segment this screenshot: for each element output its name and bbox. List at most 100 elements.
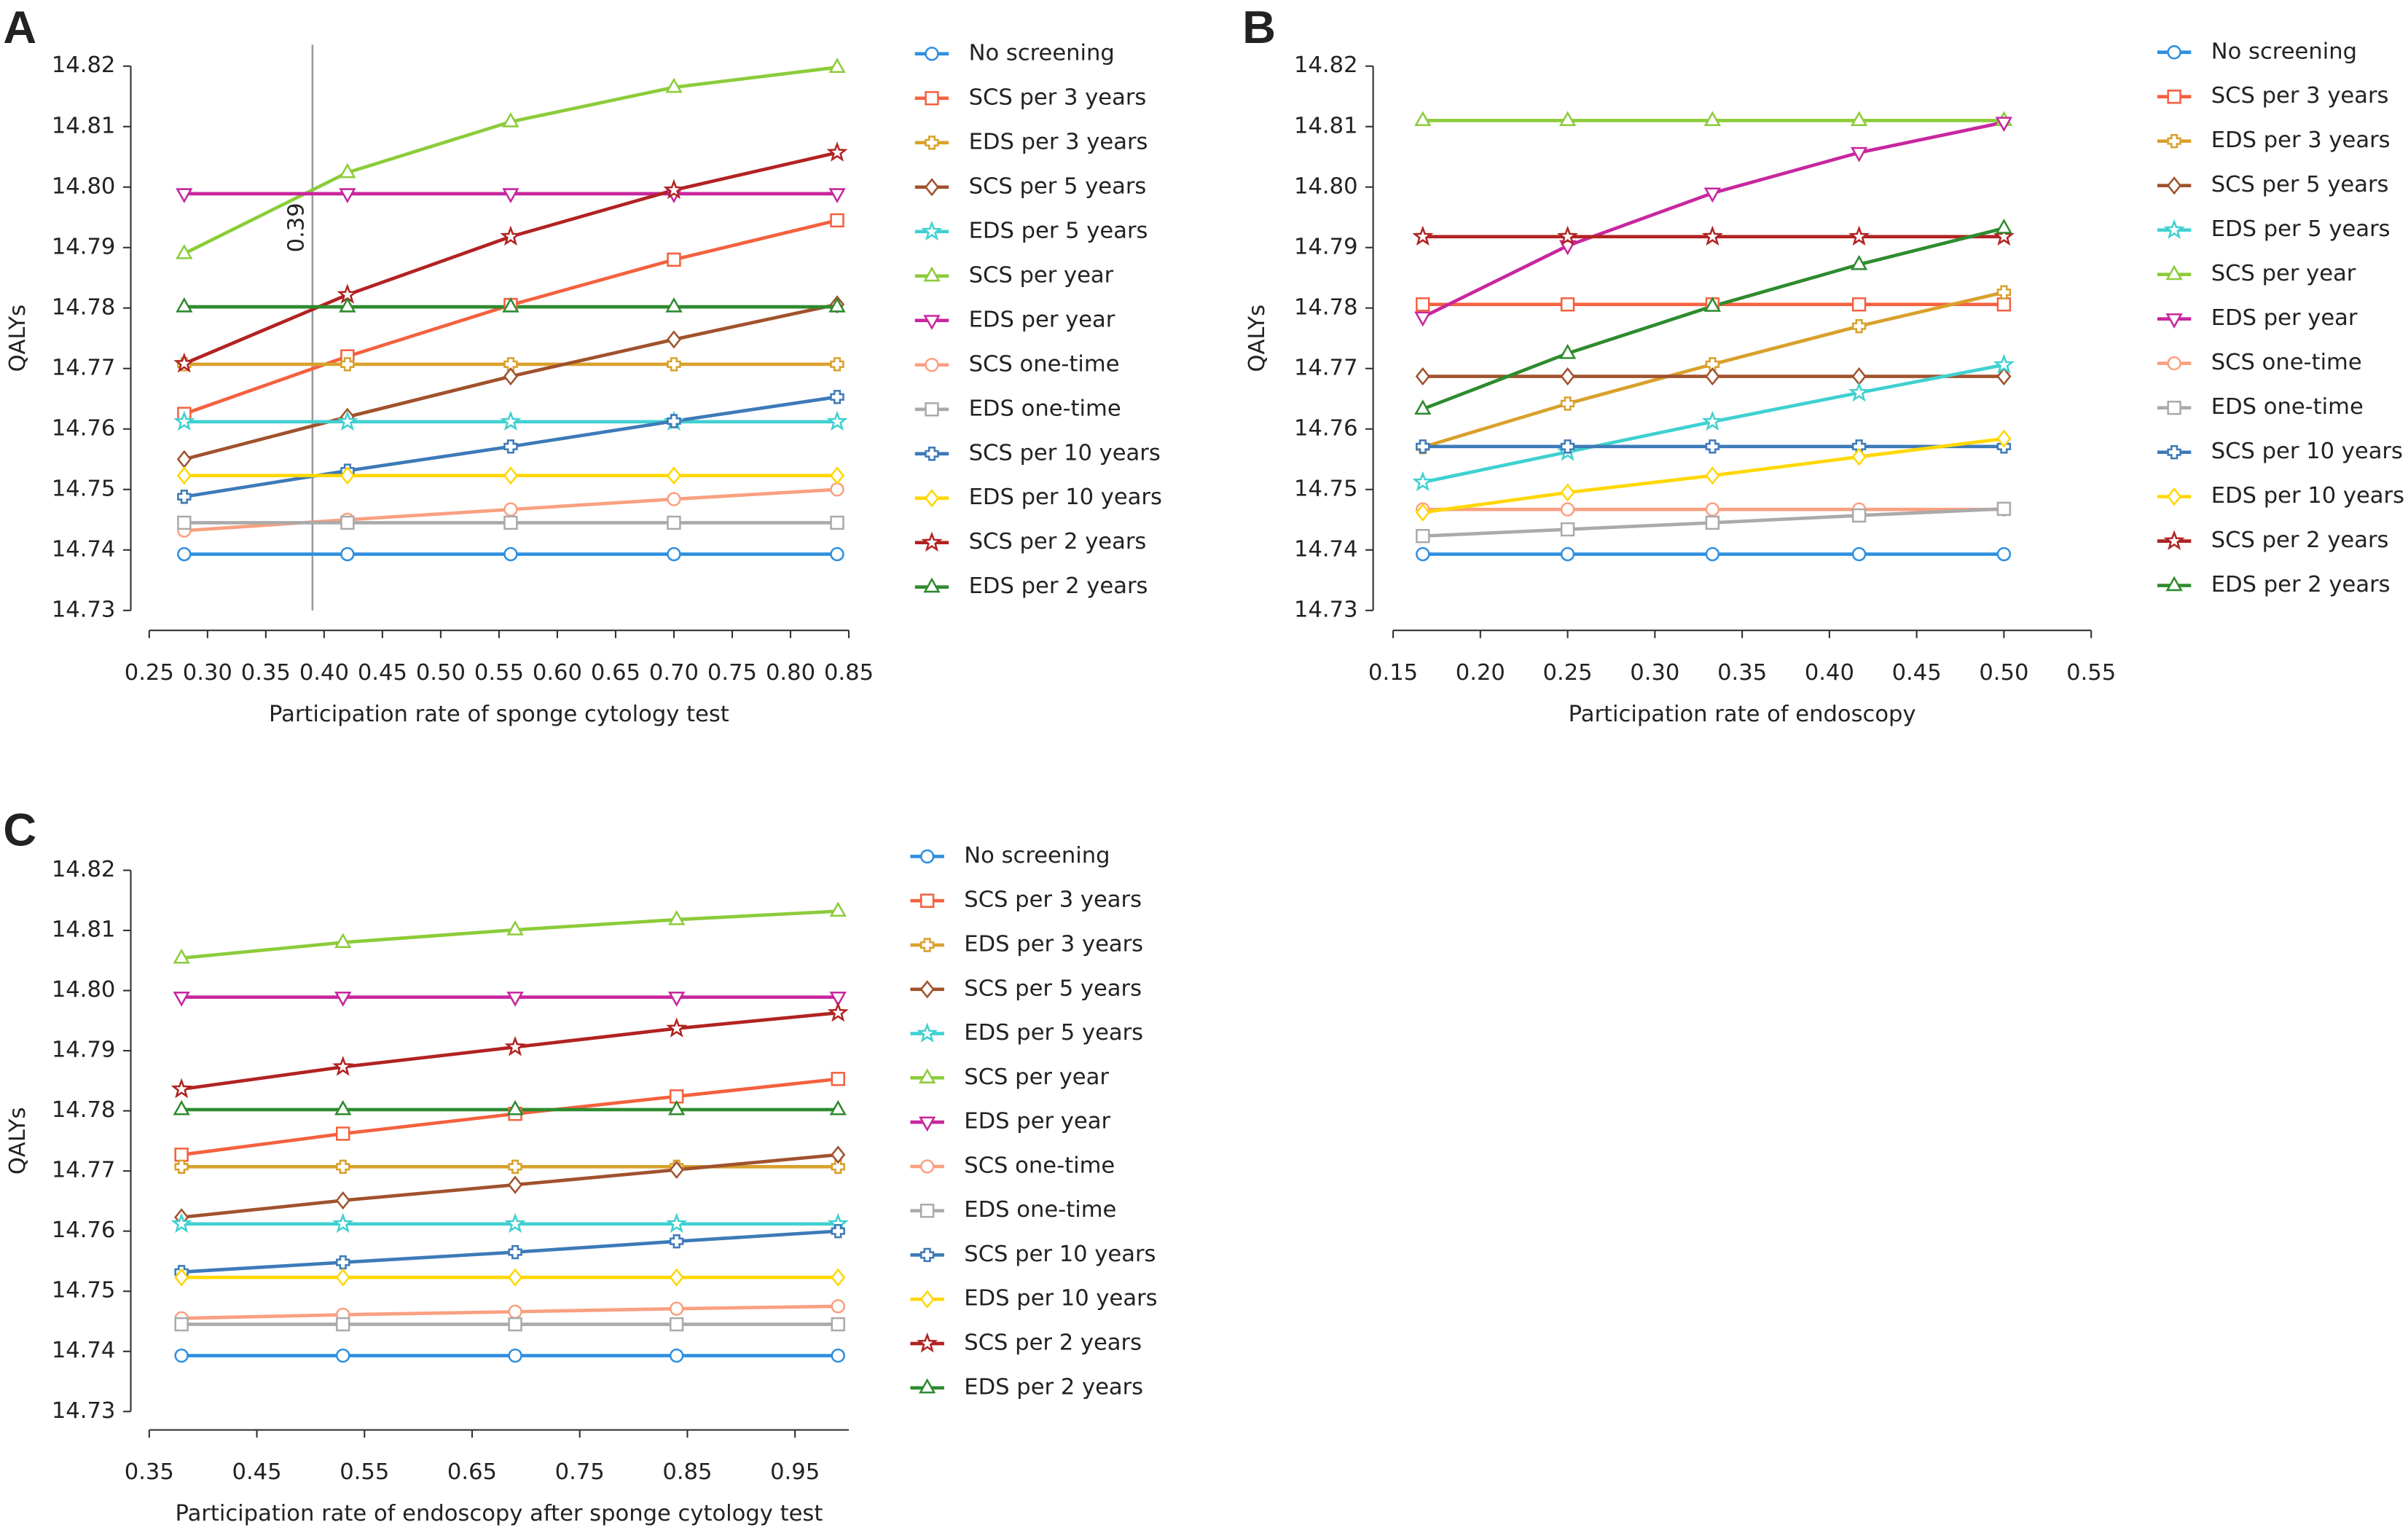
point-marker [1414,311,1432,327]
x-tick-label: 0.35 [1717,660,1767,686]
x-tick-label: 0.70 [649,660,699,686]
point-marker [1560,502,1575,517]
point-marker [500,225,522,246]
legend-marker [923,266,941,282]
legend-label: EDS per 3 years [969,129,1148,154]
legend-label: SCS per 3 years [964,887,1142,913]
x-tick-label: 0.75 [707,660,757,686]
point-marker [502,188,519,204]
point-marker [669,1160,684,1180]
point-marker [1850,254,1868,270]
point-marker [1560,366,1575,386]
point-marker [1414,111,1432,127]
point-marker [1996,297,2012,312]
legend-label: EDS one-time [969,396,1121,421]
point-marker [332,1212,354,1234]
point-marker [340,515,355,530]
point-marker [828,58,846,74]
x-tick-label: 0.45 [1892,660,1942,686]
x-tick-label: 0.75 [555,1459,605,1485]
point-marker [831,1159,845,1175]
y-tick-label: 14.77 [52,355,116,380]
point-marker [827,1001,849,1022]
x-axis-label: Participation rate of sponge cytology te… [269,702,729,727]
point-marker [506,920,524,936]
y-axis-label: QALYs [5,305,31,372]
point-marker [1993,225,2015,246]
x-tick-label: 0.95 [770,1459,820,1485]
point-marker [831,1268,846,1287]
point-marker [504,1212,526,1234]
legend-marker [919,1247,935,1263]
point-marker [502,111,519,128]
legend-label: SCS per 2 years [2211,528,2389,553]
point-marker [335,1191,350,1210]
legend-marker [2163,530,2185,550]
y-tick-label: 14.73 [52,597,116,622]
legend-marker [919,1159,935,1174]
point-marker [336,1348,350,1363]
point-marker [339,188,356,204]
y-tick-label: 14.79 [52,234,116,259]
point-marker [340,357,355,372]
point-marker [503,546,518,562]
legend-label: No screening [2211,39,2357,64]
point-marker [667,357,681,372]
point-marker [1705,357,1720,372]
x-tick-label: 0.65 [591,660,640,686]
legend-marker [2167,90,2181,104]
point-marker [176,243,193,259]
legend-label: SCS per 3 years [2211,83,2389,109]
point-marker [503,466,518,485]
point-marker [339,162,356,179]
legend-label: EDS per 2 years [2211,572,2391,597]
y-tick-label: 14.79 [52,1038,116,1063]
legend-label: SCS one-time [964,1153,1115,1178]
x-tick-label: 0.55 [2066,660,2116,686]
point-marker [503,502,518,517]
point-marker [500,410,522,431]
point-marker [334,992,352,1007]
point-marker [502,297,519,313]
x-tick-label: 0.40 [299,660,349,686]
point-marker [1412,225,1434,246]
legend-marker [924,178,940,197]
point-marker [826,141,848,162]
y-tick-label: 14.74 [1294,536,1358,562]
legend-marker [925,358,939,372]
legend-marker [925,402,939,417]
point-marker [669,1268,684,1287]
point-marker [503,366,518,386]
legend-marker [2165,313,2183,329]
reference-label: 0.39 [283,203,309,252]
point-marker [334,1099,352,1116]
point-marker [170,1212,192,1234]
point-marker [667,1099,686,1116]
panel-letter: B [1242,2,1276,53]
x-tick-label: 0.20 [1456,660,1505,686]
legend-label: EDS per 10 years [964,1286,1157,1312]
point-marker [1560,396,1575,411]
point-marker [1996,546,2012,562]
point-marker [829,466,845,485]
y-tick-label: 14.78 [52,294,116,320]
point-marker [1557,225,1579,246]
x-tick-label: 0.35 [241,660,291,686]
legend-marker [2167,444,2181,460]
point-marker [335,1268,350,1287]
point-marker [1995,219,2013,234]
x-axis-label: Participation rate of endoscopy [1569,702,1916,727]
legend-label: EDS per 5 years [964,1020,1143,1046]
y-tick-label: 14.82 [52,52,116,78]
point-marker [173,992,190,1007]
x-tick-label: 0.65 [447,1459,497,1485]
x-tick-label: 0.45 [232,1459,281,1485]
legend-label: EDS per year [964,1109,1110,1134]
point-marker [667,909,686,925]
point-marker [332,1056,354,1076]
legend-marker [2167,400,2181,415]
x-tick-label: 0.40 [1805,660,1854,686]
point-marker [174,1148,189,1162]
legend-label: EDS one-time [2211,394,2364,420]
point-marker [829,1099,847,1116]
